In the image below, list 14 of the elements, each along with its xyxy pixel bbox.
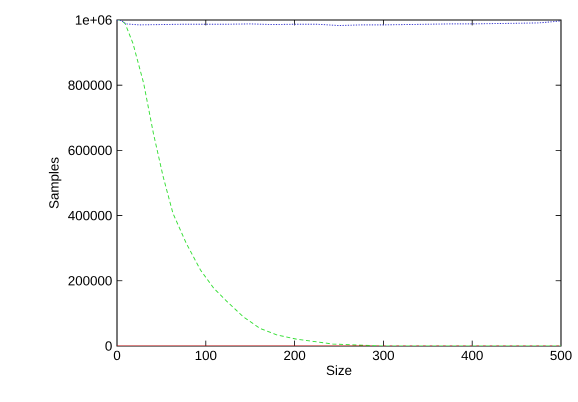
- x-tick-label: 300: [372, 350, 394, 360]
- y-tick-label: 0: [105, 341, 112, 351]
- x-tick-label: 400: [461, 350, 483, 360]
- y-tick-label: 1e+06: [76, 15, 112, 25]
- y-tick-label: 600000: [68, 146, 112, 156]
- x-tick-label: 100: [196, 350, 216, 360]
- x-tick-label: 500: [550, 350, 572, 360]
- x-tick-label: 0: [114, 350, 120, 360]
- y-axis-title: Samples: [48, 158, 62, 208]
- y-tick-label: 200000: [68, 276, 112, 286]
- y-tick-label: 800000: [68, 80, 112, 90]
- x-tick-label: 200: [284, 350, 306, 360]
- x-axis-title: Size: [326, 365, 352, 376]
- y-tick-label: 400000: [68, 210, 112, 220]
